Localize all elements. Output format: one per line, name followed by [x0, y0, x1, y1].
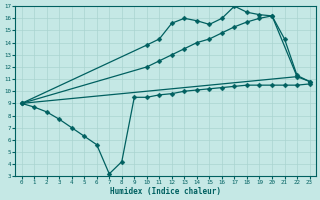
- X-axis label: Humidex (Indice chaleur): Humidex (Indice chaleur): [110, 187, 221, 196]
